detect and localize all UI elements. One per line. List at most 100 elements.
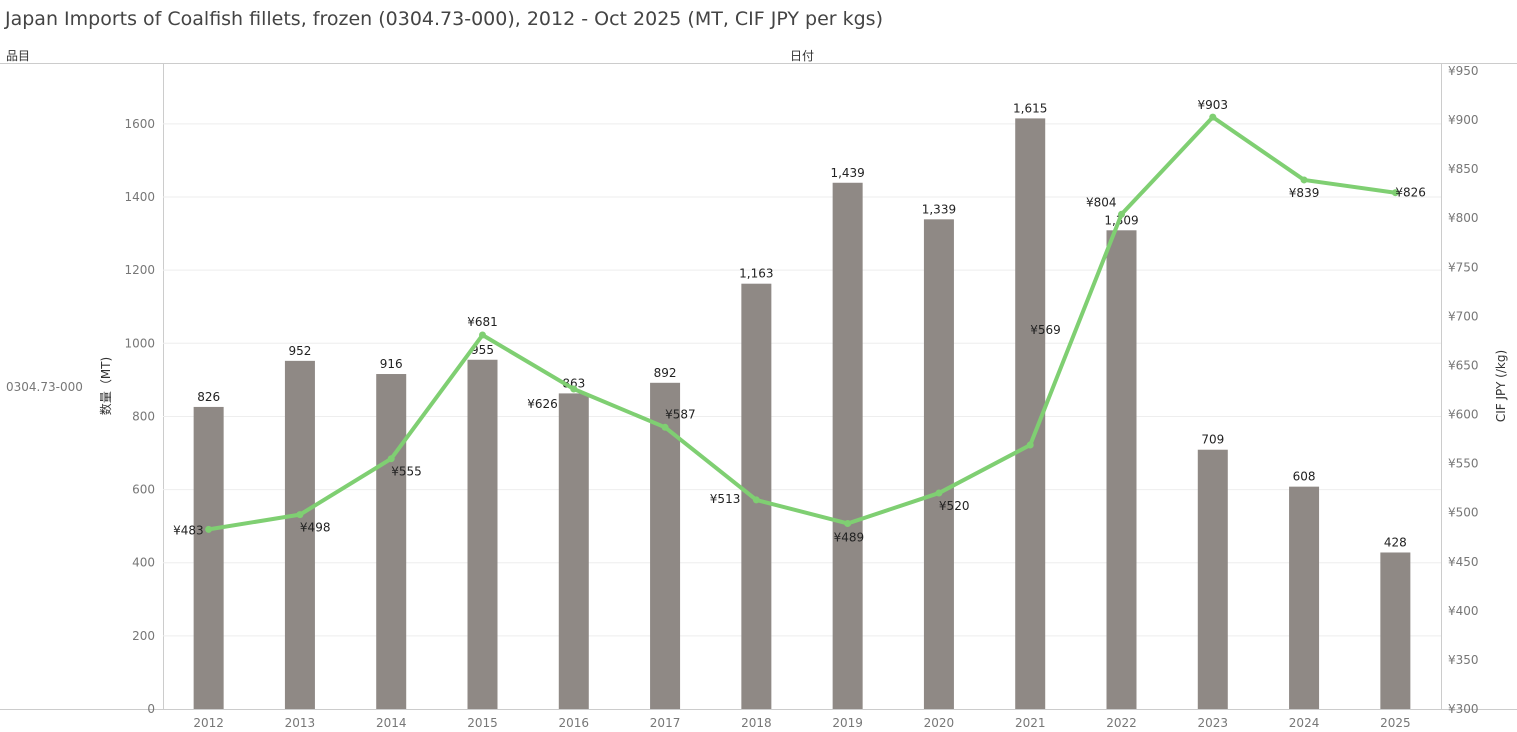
y2-tick-label-13: ¥950	[1448, 64, 1479, 78]
price-label-2013: ¥498	[300, 521, 331, 535]
price-label-2012: ¥483	[173, 523, 204, 537]
bar-label-2018: 1,163	[739, 267, 773, 281]
price-label-2019: ¥489	[834, 530, 865, 544]
bar-label-2014: 916	[380, 357, 403, 371]
bar-label-2012: 826	[197, 390, 220, 404]
price-label-2023: ¥903	[1198, 98, 1229, 112]
y2-tick-label-12: ¥900	[1448, 113, 1479, 127]
price-point-2019	[844, 519, 852, 527]
y2-tick-label-4: ¥500	[1448, 506, 1479, 520]
bar-2019	[832, 182, 863, 709]
bar-2018	[741, 283, 772, 709]
price-label-2025: ¥826	[1395, 186, 1426, 200]
x-tick-label-3: 2015	[467, 716, 498, 730]
price-point-2024	[1300, 176, 1308, 184]
gridlines	[163, 123, 1441, 637]
price-label-2017: ¥587	[665, 407, 696, 421]
bar-2013	[284, 360, 315, 709]
y-tick-label-0: 0	[147, 702, 155, 716]
price-label-2021: ¥569	[1030, 323, 1061, 337]
x-tick-label-1: 2013	[285, 716, 316, 730]
bar-2021	[1015, 118, 1046, 709]
bar-series	[193, 118, 1411, 709]
price-point-2021	[1026, 441, 1034, 449]
bar-2016	[558, 393, 589, 709]
x-tick-label-12: 2024	[1289, 716, 1320, 730]
bar-2020	[923, 219, 954, 709]
bar-2017	[650, 382, 681, 709]
price-label-2018: ¥513	[710, 492, 741, 506]
y-axis-title: 数量（MT)	[98, 357, 113, 415]
x-tick-label-8: 2020	[924, 716, 955, 730]
y2-tick-label-3: ¥450	[1448, 555, 1479, 569]
x-tick-label-2: 2014	[376, 716, 407, 730]
y2-axis-title: CIF JPY (/kg)	[1494, 350, 1508, 422]
bar-label-2020: 1,339	[922, 202, 956, 216]
price-label-2015: ¥681	[467, 315, 498, 329]
bar-label-2021: 1,615	[1013, 101, 1047, 115]
x-tick-label-13: 2025	[1380, 716, 1411, 730]
y-tick-label-2: 400	[132, 556, 155, 570]
price-point-2022	[1118, 210, 1125, 218]
bar-label-2015: 955	[471, 343, 494, 357]
y-axis-ticks: 0 200 400 600 800 1000 1200 1400 1600	[124, 117, 155, 716]
y-tick-label-4: 800	[132, 409, 155, 423]
bar-2025	[1380, 552, 1411, 709]
y-tick-label-3: 600	[132, 483, 155, 497]
y2-tick-label-6: ¥600	[1448, 408, 1479, 422]
bar-2024	[1289, 486, 1320, 709]
bar-2022	[1106, 230, 1137, 709]
y2-tick-label-10: ¥800	[1448, 211, 1479, 225]
x-tick-label-4: 2016	[559, 716, 590, 730]
row-header: 品目	[6, 49, 31, 63]
y2-tick-label-0: ¥300	[1448, 702, 1479, 716]
bar-label-2025: 428	[1384, 535, 1407, 549]
row-value-label: 0304.73-000	[6, 380, 83, 394]
y2-tick-label-9: ¥750	[1448, 260, 1479, 274]
x-tick-label-0: 2012	[193, 716, 224, 730]
y2-tick-label-7: ¥650	[1448, 358, 1479, 372]
x-tick-label-10: 2022	[1106, 716, 1137, 730]
price-label-2016: ¥626	[527, 397, 558, 411]
x-tick-label-5: 2017	[650, 716, 681, 730]
price-label-2024: ¥839	[1289, 186, 1320, 200]
bar-label-2017: 892	[654, 366, 677, 380]
bar-2023	[1197, 449, 1228, 709]
y2-tick-label-8: ¥700	[1448, 309, 1479, 323]
y-tick-label-7: 1400	[124, 190, 155, 204]
price-point-2023	[1209, 113, 1217, 121]
y-tick-label-5: 1000	[124, 336, 155, 350]
y-tick-label-1: 200	[132, 629, 155, 643]
price-label-2022: ¥804	[1086, 195, 1117, 209]
y2-tick-label-5: ¥550	[1448, 457, 1479, 471]
bar-labels: 8269529169558638921,1631,4391,3391,6151,…	[197, 101, 1407, 549]
bar-2012	[193, 406, 224, 709]
x-tick-label-6: 2018	[741, 716, 772, 730]
price-label-2020: ¥520	[939, 499, 970, 513]
bar-label-2019: 1,439	[830, 166, 864, 180]
y2-tick-label-2: ¥400	[1448, 604, 1479, 618]
price-point-2012	[205, 525, 213, 533]
bar-label-2024: 608	[1293, 470, 1316, 484]
price-label-2014: ¥555	[391, 465, 422, 479]
y2-axis-ticks: ¥300 ¥350 ¥400 ¥450 ¥500 ¥550 ¥600 ¥650 ¥700 ¥750…	[1448, 64, 1479, 716]
bar-label-2023: 709	[1201, 433, 1224, 447]
column-header: 日付	[790, 49, 815, 63]
price-point-2016	[570, 385, 578, 393]
y2-tick-label-1: ¥350	[1448, 653, 1479, 667]
bar-label-2013: 952	[288, 344, 311, 358]
x-tick-label-7: 2019	[832, 716, 863, 730]
x-axis-ticks: 2012 2013 2014 2015 2016 2017 2018 2019 2020 2021…	[193, 716, 1410, 730]
price-point-2018	[752, 496, 760, 504]
price-line	[206, 115, 1398, 532]
price-point-2020	[935, 489, 943, 497]
line-labels: ¥483 ¥498 ¥555 ¥681 ¥626 ¥587 ¥513 ¥489 ¥520 ¥569…	[173, 98, 1426, 544]
price-point-2025	[1391, 189, 1399, 197]
bar-label-2022: 1,309	[1104, 213, 1138, 227]
x-tick-label-9: 2021	[1015, 716, 1046, 730]
y-tick-label-8: 1600	[124, 117, 155, 131]
chart-title: Japan Imports of Coalfish fillets, froze…	[5, 8, 883, 30]
y2-tick-label-11: ¥850	[1448, 162, 1479, 176]
line-series	[205, 113, 1399, 533]
